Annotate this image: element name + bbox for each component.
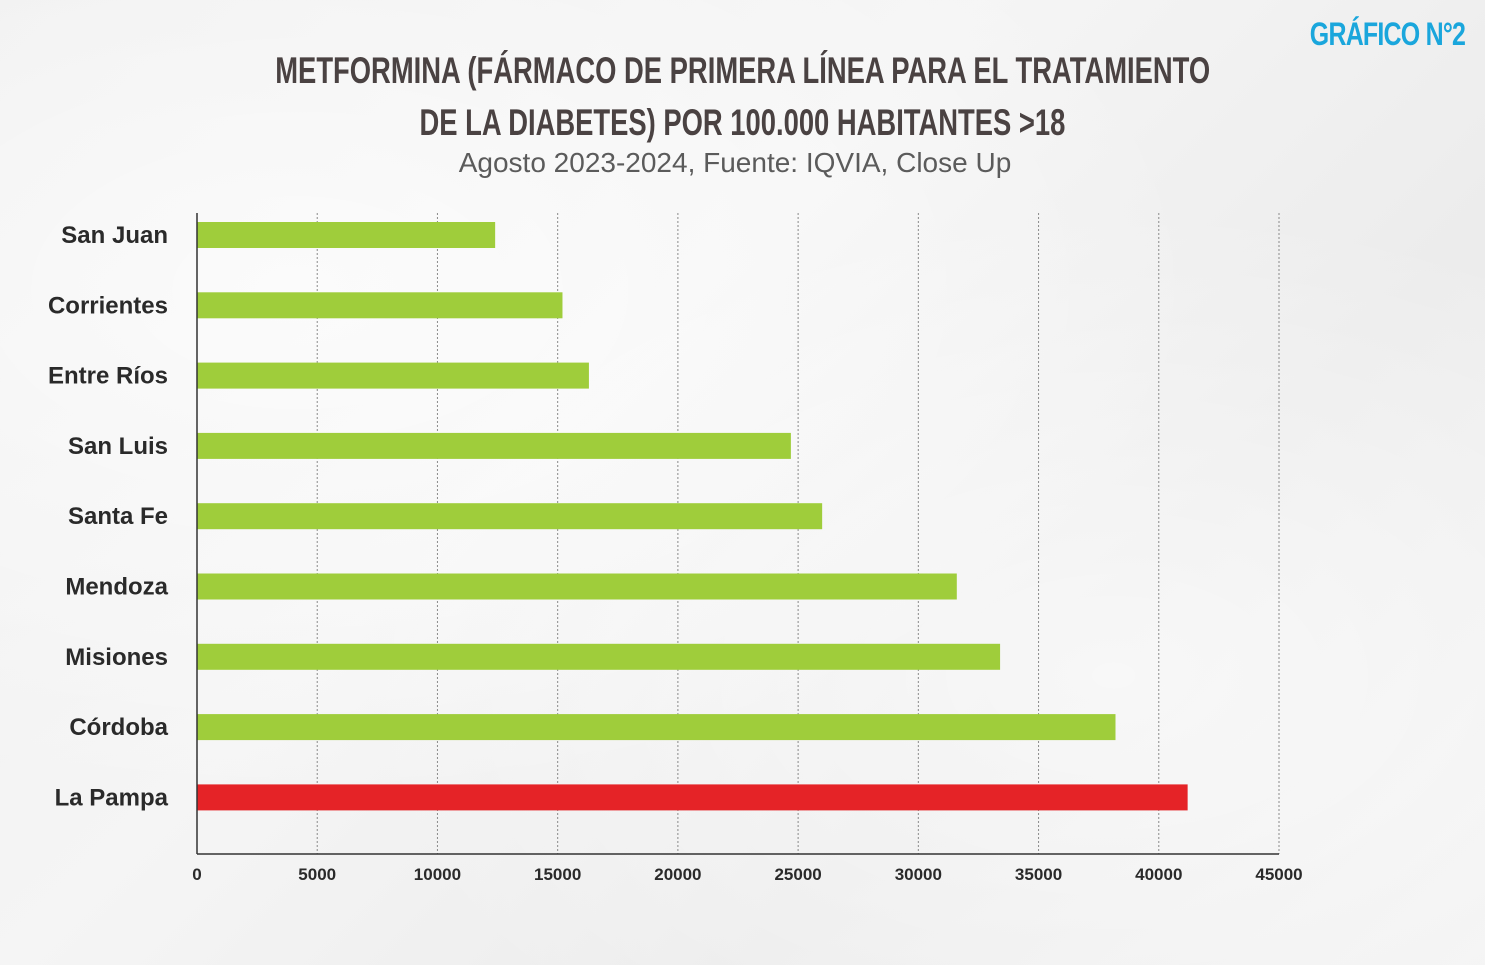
category-label: Santa Fe: [68, 503, 168, 530]
chart-number-badge: GRÁFICO N°2: [1309, 16, 1466, 52]
x-tick-label: 15000: [534, 865, 581, 884]
category-label: Entre Ríos: [48, 363, 168, 390]
x-tick-label: 5000: [298, 865, 336, 884]
bar-la-pampa: [197, 784, 1188, 811]
category-label: Misiones: [65, 644, 168, 671]
x-tick-label: 0: [192, 865, 201, 884]
x-tick-label: 40000: [1135, 865, 1182, 884]
category-label: San Luis: [68, 433, 168, 460]
bar-san-juan: [197, 222, 496, 248]
chart-title-line-2-text: DE LA DIABETES) POR 100.000 HABITANTES >…: [419, 102, 1066, 143]
x-tick-label: 10000: [414, 865, 461, 884]
x-tick-label: 25000: [774, 865, 821, 884]
category-label: Mendoza: [65, 574, 168, 601]
chart-subtitle: Agosto 2023-2024, Fuente: IQVIA, Close U…: [458, 147, 1012, 178]
bar-san-luis: [197, 432, 791, 459]
bar-misiones: [197, 643, 1001, 670]
category-label: San Juan: [61, 222, 168, 249]
x-tick-label: 45000: [1255, 865, 1302, 884]
category-label: Corrientes: [48, 292, 168, 319]
category-label: La Pampa: [55, 784, 169, 811]
chart-title-line-1: METFORMINA (FÁRMACO DE PRIMERA LÍNEA PAR…: [0, 50, 1485, 92]
bar-santa-fe: [197, 503, 823, 530]
x-tick-label: 35000: [1015, 865, 1062, 884]
category-label: Córdoba: [69, 714, 168, 741]
x-tick-label: 20000: [654, 865, 701, 884]
chart-title-line-1-text: METFORMINA (FÁRMACO DE PRIMERA LÍNEA PAR…: [275, 50, 1210, 91]
bar-c-rdoba: [197, 714, 1116, 741]
chart-title-line-2: DE LA DIABETES) POR 100.000 HABITANTES >…: [0, 102, 1485, 144]
bar-mendoza: [197, 573, 957, 600]
bar-entre-r-os: [197, 362, 589, 389]
bar-corrientes: [197, 292, 563, 319]
x-tick-label: 30000: [895, 865, 942, 884]
